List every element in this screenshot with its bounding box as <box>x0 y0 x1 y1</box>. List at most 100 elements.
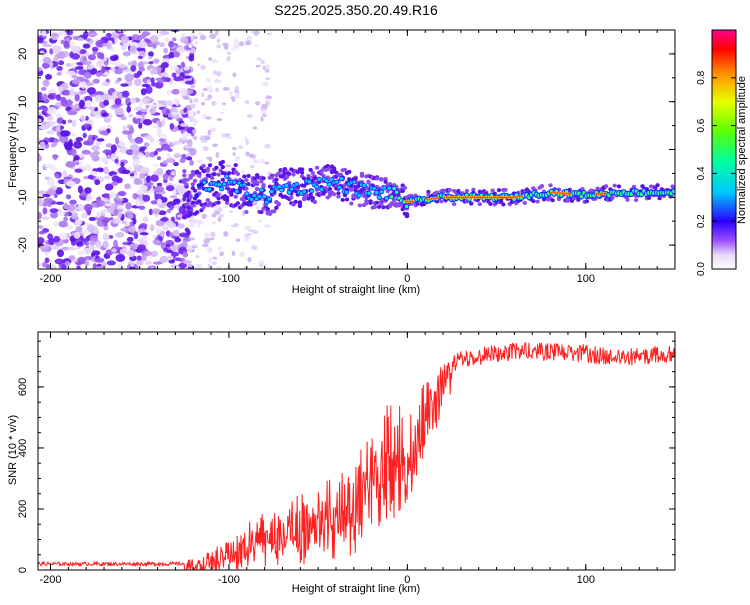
spectrogram-noise-blob <box>127 225 136 233</box>
spectrogram-tone-halo <box>364 201 369 206</box>
spectrogram-noise-blob <box>112 217 122 224</box>
spectrogram-noise-blob <box>210 127 216 133</box>
spectrogram-noise-blob <box>95 72 102 77</box>
spectrogram-tone-peak <box>434 197 437 200</box>
spectrogram-noise-blob <box>43 197 54 204</box>
spectrogram-noise-blob <box>209 33 217 39</box>
spectrogram-noise-blob <box>264 143 271 149</box>
spectrogram-tone-peak <box>563 192 566 195</box>
spectrogram-noise-blob <box>103 99 110 106</box>
spectrogram-noise-blob <box>76 241 84 247</box>
spectrogram-noise-blob <box>50 265 57 269</box>
spectrogram-noise-blob <box>148 104 158 108</box>
spectrogram-noise-blob <box>77 185 83 194</box>
spectrogram-tone-peak <box>507 196 510 199</box>
spectrogram-tone-halo <box>205 166 211 171</box>
spectrogram-tone-halo <box>289 195 294 200</box>
spectrogram-noise-blob <box>262 263 267 269</box>
spectrogram-noise-blob <box>154 81 164 89</box>
spectrogram-noise-blob <box>58 60 65 66</box>
spectrogram-noise-blob <box>69 199 77 205</box>
spectrogram-tone-core <box>372 186 376 191</box>
snr-y-axis-label: SNR (10 * v/v) <box>7 415 19 485</box>
spectrogram-tone-halo <box>451 202 457 207</box>
spectrogram-noise-blob <box>196 219 204 225</box>
spectrogram-tone-halo <box>188 212 193 217</box>
spectrogram-x-tick-label: -100 <box>218 273 240 285</box>
spectrogram-noise-blob <box>127 61 132 66</box>
spectrogram-tone-halo <box>261 176 266 181</box>
spectrogram-noise-blob <box>201 243 209 248</box>
spectrogram-noise-blob <box>78 99 85 108</box>
spectrogram-noise-blob <box>97 51 102 59</box>
spectrogram-tone-core <box>262 195 267 199</box>
spectrogram-noise-blob <box>55 187 63 195</box>
spectrogram-noise-blob <box>65 194 72 200</box>
spectrogram-noise-blob <box>118 141 126 147</box>
spectrogram-noise-blob <box>180 36 189 44</box>
spectrogram-noise-blob <box>101 112 109 117</box>
spectrogram-tone-halo <box>220 177 226 182</box>
spectrogram-noise-blob <box>233 223 239 227</box>
spectrogram-noise-blob <box>62 238 69 244</box>
spectrogram-noise-blob <box>264 64 271 70</box>
spectrogram-noise-blob <box>141 97 150 103</box>
spectrogram-noise-blob <box>206 85 213 92</box>
spectrogram-noise-blob <box>42 207 48 215</box>
spectrogram-noise-blob <box>249 164 255 169</box>
spectrogram-tone-core <box>194 193 200 198</box>
spectrogram-tone-halo <box>216 172 221 177</box>
spectrogram-tone-halo <box>244 178 249 183</box>
spectrogram-noise-blob <box>182 251 189 258</box>
spectrogram-tone-halo <box>312 199 318 204</box>
spectrogram-noise-blob <box>72 91 82 97</box>
spectrogram-noise-blob <box>129 144 140 152</box>
spectrogram-tone-halo <box>182 173 187 178</box>
spectrogram-noise-blob <box>87 134 93 143</box>
spectrogram-noise-blob <box>156 168 164 176</box>
spectrogram-tone-peak <box>437 197 440 199</box>
snr-y-ticks: 0 200 400 600 <box>17 340 675 573</box>
spectrogram-tone-halo <box>441 189 446 194</box>
spectrogram-tone-halo <box>224 200 230 205</box>
spectrogram-noise-blob <box>176 46 186 54</box>
spectrogram-tone-halo <box>310 170 315 175</box>
spectrogram-noise-blob <box>102 149 113 155</box>
spectrogram-tone-halo <box>633 198 639 203</box>
spectrogram-tone-halo <box>184 202 189 207</box>
spectrogram-tone-halo <box>379 177 384 182</box>
spectrogram-noise-blob <box>66 70 76 76</box>
spectrogram-tone-halo <box>182 169 187 174</box>
spectrogram-noise-blob <box>46 130 55 135</box>
spectrogram-tone-core <box>337 185 341 189</box>
spectrogram-tone-core <box>289 187 294 191</box>
spectrogram-noise-blob <box>135 199 141 207</box>
spectrogram-noise-blob <box>141 83 151 88</box>
spectrogram-noise-blob <box>124 183 131 190</box>
spectrogram-noise-blob <box>84 260 90 267</box>
spectrogram-noise-blob <box>201 139 208 143</box>
spectrogram-tone-peak <box>552 191 555 194</box>
spectrogram-noise-blob <box>149 266 155 269</box>
spectrogram-noise-blob <box>177 223 185 229</box>
spectrogram-tone-halo <box>383 179 388 184</box>
spectrogram-noise-blob <box>156 33 163 38</box>
spectrogram-tone-halo <box>248 202 253 207</box>
spectrogram-noise-blob <box>104 175 111 180</box>
spectrogram-noise-blob <box>192 121 197 128</box>
spectrogram-tone-halo <box>327 186 333 191</box>
spectrogram-noise-blob <box>207 94 213 99</box>
spectrogram-noise-blob <box>43 56 52 64</box>
spectrogram-noise-blob <box>178 262 187 269</box>
spectrogram-noise-blob <box>77 203 85 212</box>
spectrogram-noise-blob <box>206 77 211 83</box>
spectrogram-noise-blob <box>138 40 147 49</box>
spectrogram-x-axis-label: Height of straight line (km) <box>292 284 420 296</box>
spectrogram-tone-halo <box>584 199 590 204</box>
spectrogram-noise-blob <box>165 109 170 114</box>
spectrogram-noise-blob <box>192 129 197 135</box>
spectrogram-tone-halo <box>186 198 191 203</box>
spectrogram-tone-core <box>357 193 361 198</box>
spectrogram-tone-halo <box>246 173 251 178</box>
